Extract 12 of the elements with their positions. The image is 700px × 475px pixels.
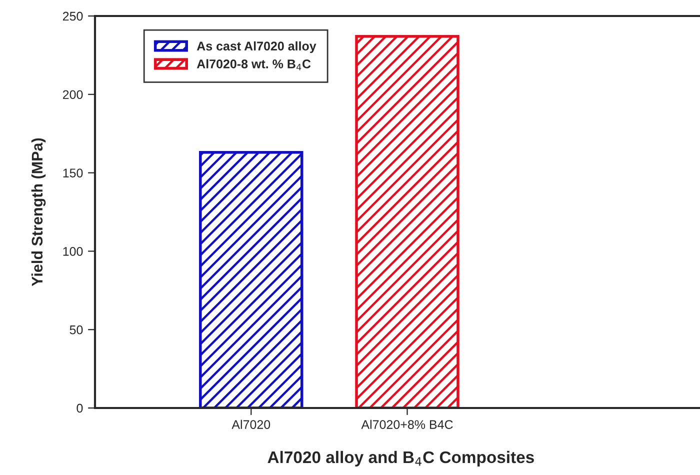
y-tick-label: 200	[62, 90, 83, 100]
x-axis-title: Al7020 alloy and B$_{4}$C Composites	[268, 450, 534, 466]
legend-label: As cast Al7020 alloy	[196, 41, 316, 53]
y-tick-label: 150	[63, 168, 83, 178]
legend-label: Al7020-8 wt. % B$_{4}$C	[196, 59, 311, 70]
x-tick-label: Al7020+8% B4C	[361, 420, 453, 429]
x-tick-label: Al7020	[232, 420, 270, 429]
y-tick-label: 50	[70, 325, 83, 334]
y-tick-label: 250	[62, 12, 83, 21]
y-tick-label: 0	[76, 404, 83, 413]
y-tick-label: 100	[63, 247, 83, 256]
y-axis-title: Yield Strength (MPa)	[31, 138, 46, 286]
